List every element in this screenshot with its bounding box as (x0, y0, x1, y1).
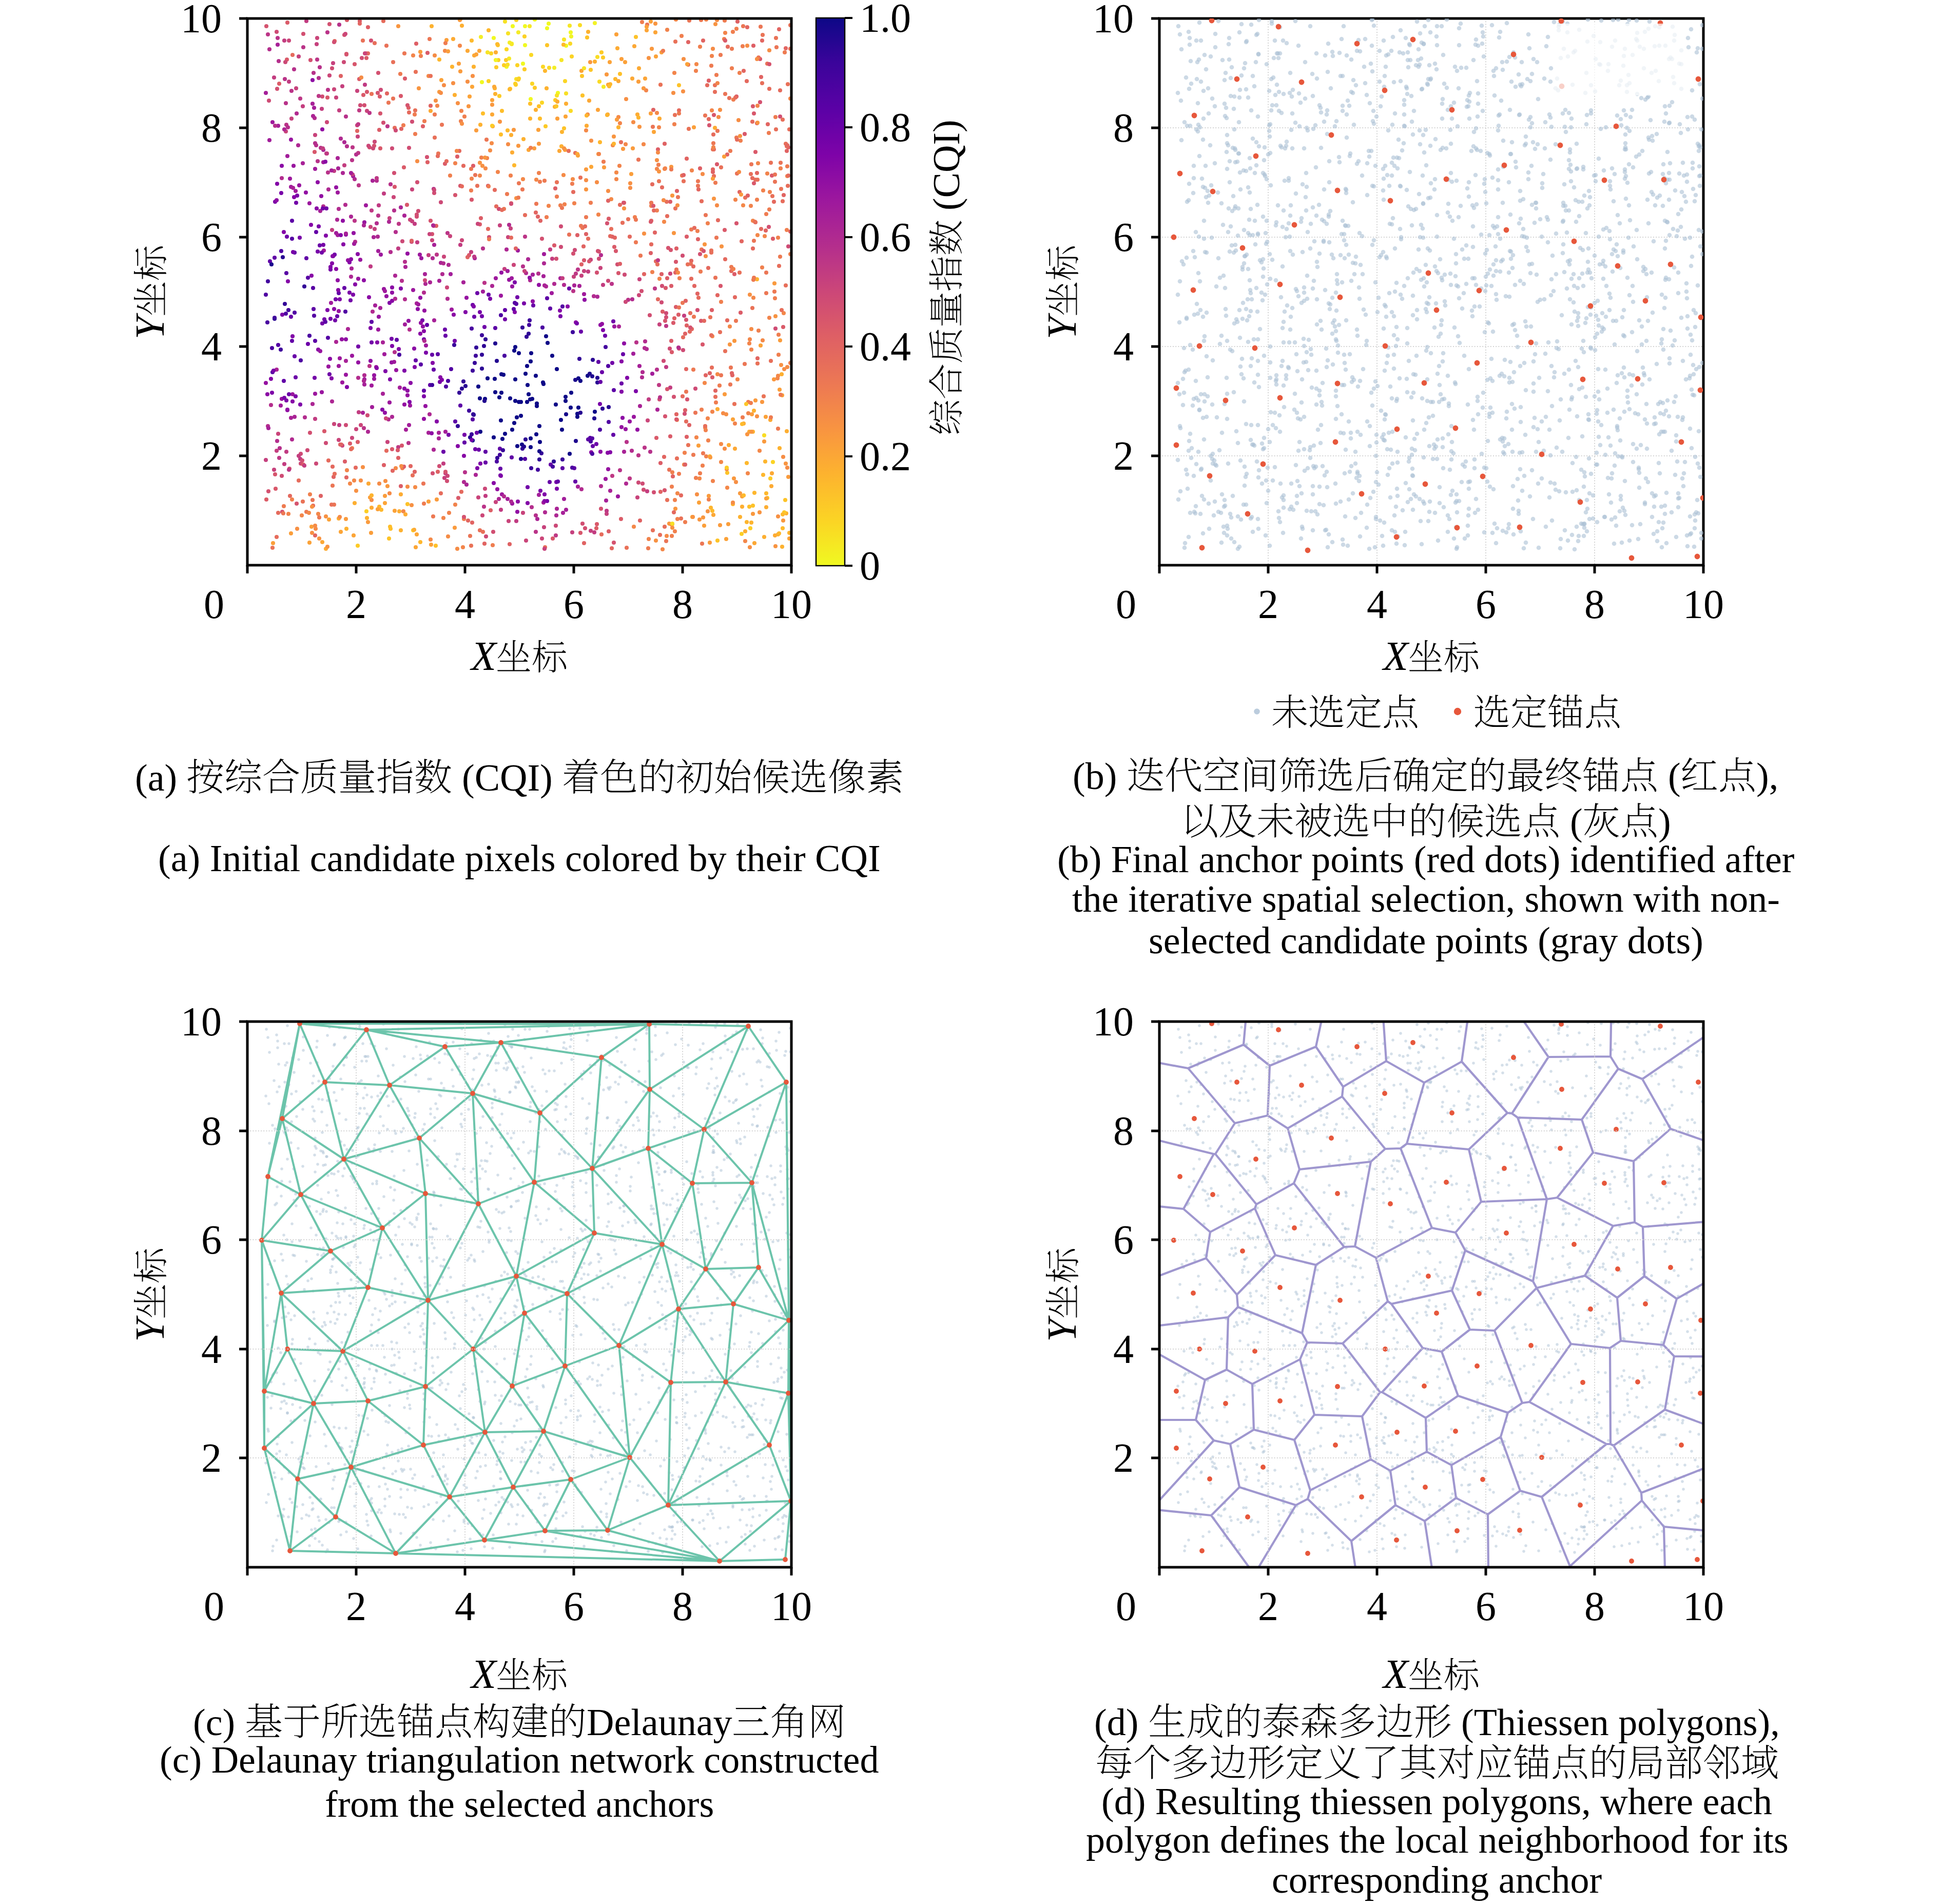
svg-text:(c): (c) (193, 1701, 235, 1743)
svg-text:6: 6 (1476, 582, 1496, 627)
svg-text:6: 6 (564, 582, 584, 627)
svg-text:(a) Initial candidate pixels c: (a) Initial candidate pixels colored by … (158, 837, 881, 879)
svg-text:10: 10 (771, 1584, 812, 1629)
svg-text:8: 8 (201, 105, 222, 150)
svg-text:): ) (1658, 801, 1671, 843)
svg-text:X: X (470, 633, 498, 679)
svg-text:2: 2 (1258, 582, 1278, 627)
svg-text:(a): (a) (135, 757, 177, 799)
svg-text:6: 6 (564, 1584, 584, 1629)
svg-text:Y: Y (127, 313, 172, 339)
svg-text:1.0: 1.0 (860, 0, 911, 41)
svg-text:2: 2 (201, 433, 222, 478)
svg-text:8: 8 (1584, 1584, 1605, 1629)
svg-text:Y: Y (1039, 1315, 1084, 1342)
svg-text:10: 10 (1683, 1584, 1724, 1629)
svg-text:(d) Resulting thiessen polygon: (d) Resulting thiessen polygons, where e… (1101, 1780, 1772, 1822)
svg-text:2: 2 (1113, 433, 1134, 478)
svg-text:2: 2 (346, 1584, 366, 1629)
svg-text:polygon defines the local neig: polygon defines the local neighborhood f… (1086, 1819, 1789, 1861)
svg-text:(: ( (1668, 755, 1681, 797)
svg-text:from the selected anchors: from the selected anchors (325, 1783, 714, 1825)
svg-text:Delaunay: Delaunay (587, 1701, 732, 1743)
svg-text:0: 0 (1116, 1584, 1136, 1629)
svg-text:6: 6 (201, 1217, 222, 1262)
svg-text:selected candidate points (gra: selected candidate points (gray dots) (1149, 919, 1703, 961)
svg-text:Y: Y (1039, 313, 1084, 339)
svg-text:(d): (d) (1094, 1701, 1138, 1743)
svg-text:(CQI): (CQI) (925, 120, 967, 210)
svg-text:),: ), (1756, 755, 1778, 797)
svg-text:8: 8 (672, 582, 693, 627)
svg-text:8: 8 (672, 1584, 693, 1629)
svg-text:10: 10 (1093, 0, 1134, 41)
svg-text:8: 8 (1113, 1108, 1134, 1153)
svg-text:0.4: 0.4 (860, 324, 911, 369)
svg-text:Y: Y (127, 1315, 172, 1342)
svg-text:4: 4 (1113, 324, 1134, 369)
svg-text:0.2: 0.2 (860, 434, 911, 479)
svg-text:10: 10 (771, 582, 812, 627)
svg-text:4: 4 (1367, 1584, 1387, 1629)
svg-text:X: X (1382, 633, 1410, 679)
svg-text:4: 4 (201, 324, 222, 369)
svg-text:6: 6 (201, 215, 222, 260)
svg-text:X: X (470, 1651, 498, 1697)
svg-text:10: 10 (1093, 999, 1134, 1044)
svg-text:(Thiessen polygons),: (Thiessen polygons), (1461, 1701, 1780, 1743)
svg-text:(CQI): (CQI) (462, 757, 553, 799)
svg-text:0: 0 (1116, 582, 1136, 627)
svg-text:0: 0 (860, 543, 880, 588)
svg-text:2: 2 (1113, 1435, 1134, 1480)
svg-text:(b): (b) (1073, 755, 1117, 797)
svg-text:10: 10 (181, 999, 222, 1044)
svg-text:8: 8 (1584, 582, 1605, 627)
svg-text:4: 4 (201, 1326, 222, 1372)
svg-text:2: 2 (201, 1435, 222, 1480)
svg-text:0: 0 (204, 582, 224, 627)
svg-text:0.6: 0.6 (860, 215, 911, 260)
svg-text:4: 4 (1113, 1326, 1134, 1372)
svg-text:0.8: 0.8 (860, 105, 911, 150)
svg-text:the iterative spatial selectio: the iterative spatial selection, shown w… (1072, 878, 1780, 920)
svg-text:4: 4 (1367, 582, 1387, 627)
svg-text:6: 6 (1476, 1584, 1496, 1629)
svg-text:4: 4 (455, 582, 475, 627)
svg-text:(: ( (1570, 801, 1583, 843)
svg-text:10: 10 (1683, 582, 1724, 627)
svg-text:X: X (1382, 1651, 1410, 1697)
svg-text:2: 2 (1258, 1584, 1278, 1629)
svg-text:0: 0 (204, 1584, 224, 1629)
svg-text:8: 8 (201, 1108, 222, 1153)
svg-text:6: 6 (1113, 1217, 1134, 1262)
svg-text:6: 6 (1113, 215, 1134, 260)
svg-text:corresponding anchor: corresponding anchor (1272, 1859, 1602, 1901)
svg-text:8: 8 (1113, 105, 1134, 150)
svg-text:(c) Delaunay triangulation net: (c) Delaunay triangulation network const… (160, 1739, 879, 1781)
svg-text:2: 2 (346, 582, 366, 627)
svg-text:10: 10 (181, 0, 222, 41)
svg-text:4: 4 (455, 1584, 475, 1629)
svg-text:(b) Final anchor points (red d: (b) Final anchor points (red dots) ident… (1057, 838, 1794, 880)
